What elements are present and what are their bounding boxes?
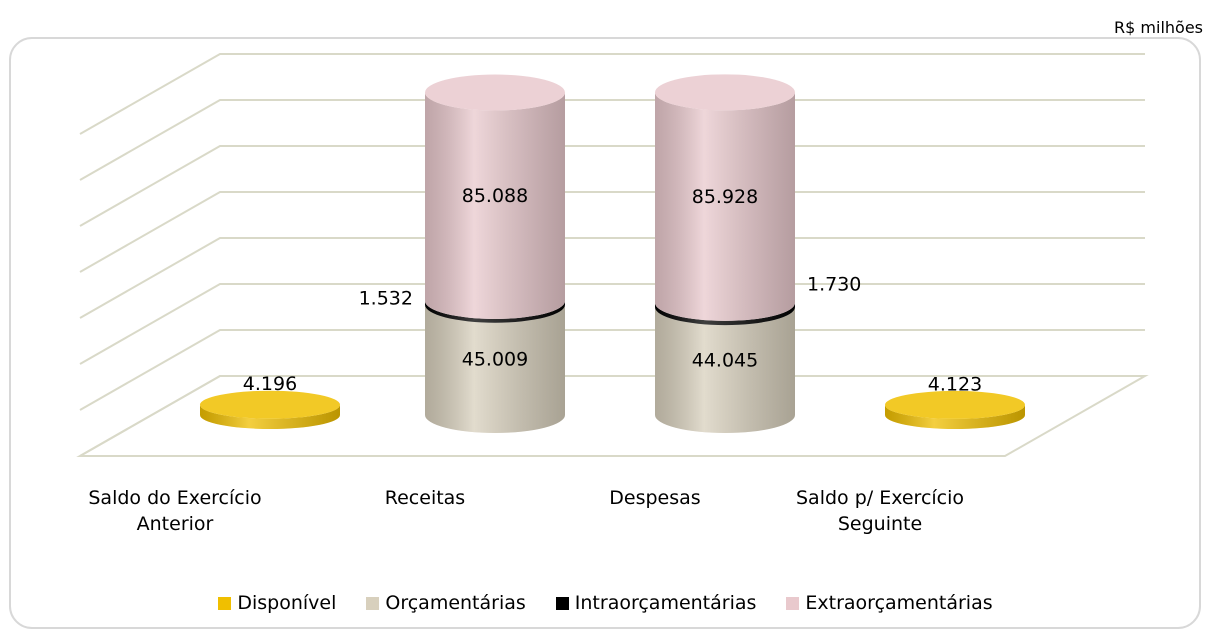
plot: 4.196 45.009 1.532 85.088 44.045 1.730 85.928 4… — [76, 53, 1149, 457]
data-label: 1.730 — [807, 273, 861, 295]
panel — [9, 37, 1201, 629]
x-tick-label: Saldo do Exercício Anterior — [88, 487, 262, 535]
floor — [76, 375, 1149, 457]
grid-line — [79, 53, 1145, 135]
legend-label: Disponível — [237, 592, 337, 614]
x-tick-label: Receitas — [384, 487, 466, 509]
grid-line — [79, 237, 1145, 319]
cylinder-top — [655, 74, 795, 111]
grid-line — [79, 283, 1145, 365]
legend-label: Extraorçamentárias — [805, 592, 993, 614]
grid-line — [79, 145, 1145, 227]
unit-label: R$ milhões — [1114, 18, 1203, 37]
legend-item: Extraorçamentárias — [786, 592, 993, 614]
cylinder-top — [200, 390, 340, 419]
legend-item: Intraorçamentárias — [555, 592, 757, 614]
legend-label: Intraorçamentárias — [574, 592, 757, 614]
legend-swatch — [786, 596, 800, 610]
data-label: 1.532 — [359, 287, 413, 309]
data-label: 45.009 — [462, 348, 528, 370]
grid-line — [79, 99, 1145, 181]
legend-swatch — [555, 596, 569, 610]
legend-swatch — [366, 596, 380, 610]
data-label: 85.928 — [692, 186, 758, 208]
cylinder-top — [425, 74, 565, 111]
legend: Disponível Orçamentárias Intraorçamentária… — [0, 592, 1211, 614]
x-tick-label: Saldo p/ Exercício Seguinte — [795, 487, 965, 535]
shade — [655, 302, 795, 326]
legend-label: Orçamentárias — [385, 592, 526, 614]
grid-line — [79, 329, 1145, 411]
legend-item: Disponível — [218, 592, 336, 614]
shade — [200, 404, 340, 429]
shade — [425, 304, 565, 433]
x-tick-label: Despesas — [609, 487, 701, 509]
legend-swatch — [218, 596, 232, 610]
shade — [425, 92, 565, 319]
shade — [655, 92, 795, 321]
shade — [655, 307, 795, 433]
data-label: 85.088 — [462, 185, 528, 207]
cylinder-top — [885, 390, 1025, 419]
shade — [885, 404, 1025, 429]
shade — [425, 300, 565, 323]
data-label: 4.196 — [243, 373, 297, 395]
data-label: 4.123 — [928, 373, 982, 395]
grid-line — [79, 191, 1145, 273]
legend-item: Orçamentárias — [366, 592, 526, 614]
data-label: 44.045 — [692, 350, 758, 372]
